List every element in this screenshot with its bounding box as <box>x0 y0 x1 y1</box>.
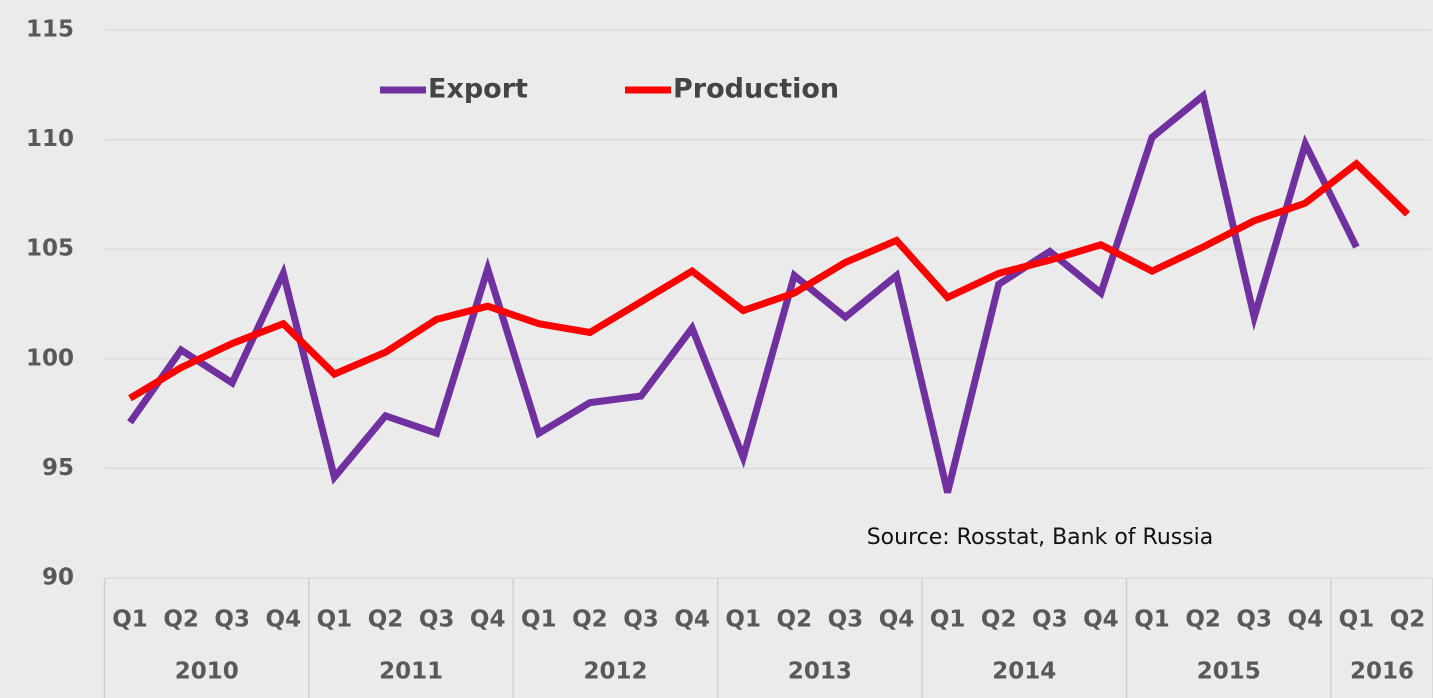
x-tick-label: Q3 <box>214 607 250 633</box>
x-tick-label: Q4 <box>674 607 710 633</box>
x-tick-label: Q2 <box>1185 607 1221 633</box>
y-tick-label: 90 <box>42 565 74 591</box>
x-tick-label: Q2 <box>777 607 813 633</box>
x-tick-label: Q1 <box>1339 607 1375 633</box>
x-tick-label: Q1 <box>112 607 148 633</box>
y-tick-label: 110 <box>26 126 74 152</box>
x-group-label: 2016 <box>1350 659 1414 685</box>
x-tick-label: Q3 <box>828 607 864 633</box>
annotation: Source: Rosstat, Bank of Russia <box>867 525 1214 550</box>
x-tick-label: Q3 <box>1032 607 1068 633</box>
x-group-label: 2012 <box>583 659 647 685</box>
x-tick-label: Q1 <box>930 607 966 633</box>
x-group-label: 2014 <box>992 659 1056 685</box>
x-tick-label: Q4 <box>470 607 506 633</box>
x-group-label: 2013 <box>788 659 852 685</box>
x-tick-label: Q2 <box>981 607 1017 633</box>
x-group-label: 2010 <box>175 659 239 685</box>
x-tick-label: Q4 <box>1083 607 1119 633</box>
x-tick-label: Q4 <box>879 607 915 633</box>
x-tick-label: Q2 <box>572 607 608 633</box>
x-tick-label: Q3 <box>623 607 659 633</box>
x-tick-label: Q2 <box>1390 607 1426 633</box>
y-tick-label: 105 <box>26 236 74 262</box>
x-tick-label: Q4 <box>266 607 302 633</box>
series-line <box>128 159 1410 402</box>
x-tick-label: Q4 <box>1288 607 1324 633</box>
legend-label: Export <box>428 74 528 105</box>
y-tick-label: 95 <box>42 455 74 481</box>
x-tick-label: Q3 <box>1236 607 1272 633</box>
x-tick-label: Q3 <box>419 607 455 633</box>
x-tick-label: Q1 <box>521 607 557 633</box>
series-line <box>127 89 1360 494</box>
x-group-label: 2015 <box>1197 659 1261 685</box>
x-tick-label: Q2 <box>368 607 404 633</box>
x-tick-label: Q2 <box>163 607 199 633</box>
legend-label: Production <box>673 74 839 105</box>
x-tick-label: Q1 <box>725 607 761 633</box>
y-tick-label: 115 <box>26 17 74 43</box>
x-group-label: 2011 <box>379 659 443 685</box>
x-tick-label: Q1 <box>1134 607 1170 633</box>
y-tick-label: 100 <box>26 345 74 371</box>
x-tick-label: Q1 <box>317 607 353 633</box>
